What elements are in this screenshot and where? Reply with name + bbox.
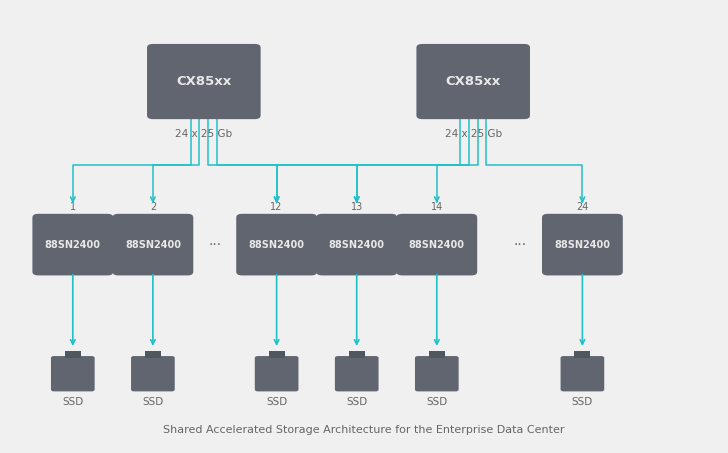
FancyBboxPatch shape: [415, 356, 459, 391]
Text: 24 x 25 Gb: 24 x 25 Gb: [445, 129, 502, 139]
Text: CX85xx: CX85xx: [176, 75, 232, 88]
Text: SSD: SSD: [62, 397, 84, 407]
Text: 88SN2400: 88SN2400: [125, 240, 181, 250]
FancyBboxPatch shape: [255, 356, 298, 391]
Text: Shared Accelerated Storage Architecture for the Enterprise Data Center: Shared Accelerated Storage Architecture …: [163, 425, 565, 435]
FancyBboxPatch shape: [416, 44, 530, 119]
Text: 12: 12: [271, 202, 282, 212]
Text: SSD: SSD: [346, 397, 368, 407]
Text: 88SN2400: 88SN2400: [249, 240, 304, 250]
FancyBboxPatch shape: [429, 351, 445, 358]
Text: 13: 13: [351, 202, 363, 212]
Text: SSD: SSD: [426, 397, 448, 407]
FancyBboxPatch shape: [574, 351, 590, 358]
Text: SSD: SSD: [266, 397, 288, 407]
FancyBboxPatch shape: [542, 214, 623, 275]
FancyBboxPatch shape: [397, 214, 478, 275]
Text: 24 x 25 Gb: 24 x 25 Gb: [175, 129, 232, 139]
Text: SSD: SSD: [571, 397, 593, 407]
FancyBboxPatch shape: [237, 214, 317, 275]
Text: 24: 24: [577, 202, 588, 212]
FancyBboxPatch shape: [33, 214, 114, 275]
Text: 88SN2400: 88SN2400: [555, 240, 610, 250]
Text: 88SN2400: 88SN2400: [45, 240, 100, 250]
Text: 14: 14: [431, 202, 443, 212]
FancyBboxPatch shape: [112, 214, 193, 275]
FancyBboxPatch shape: [349, 351, 365, 358]
FancyBboxPatch shape: [561, 356, 604, 391]
Text: CX85xx: CX85xx: [446, 75, 501, 88]
FancyBboxPatch shape: [65, 351, 81, 358]
Text: 88SN2400: 88SN2400: [329, 240, 384, 250]
Text: 1: 1: [70, 202, 76, 212]
Text: 88SN2400: 88SN2400: [409, 240, 464, 250]
FancyBboxPatch shape: [335, 356, 379, 391]
FancyBboxPatch shape: [145, 351, 161, 358]
Text: 2: 2: [150, 202, 156, 212]
FancyBboxPatch shape: [51, 356, 95, 391]
FancyBboxPatch shape: [147, 44, 261, 119]
FancyBboxPatch shape: [269, 351, 285, 358]
Text: SSD: SSD: [142, 397, 164, 407]
FancyBboxPatch shape: [131, 356, 175, 391]
Text: ···: ···: [514, 238, 527, 251]
FancyBboxPatch shape: [316, 214, 397, 275]
Text: ···: ···: [208, 238, 221, 251]
